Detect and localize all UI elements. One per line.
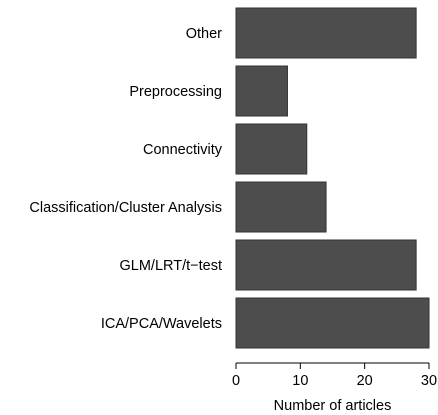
category-label: Connectivity bbox=[143, 142, 223, 158]
category-label: Other bbox=[186, 26, 222, 42]
category-label: GLM/LRT/t−test bbox=[120, 258, 222, 274]
category-label: Preprocessing bbox=[129, 84, 222, 100]
x-tick-label: 30 bbox=[421, 373, 437, 389]
category-label: ICA/PCA/Wavelets bbox=[101, 316, 222, 332]
category-labels: Other Preprocessing Connectivity Classifica… bbox=[29, 26, 222, 332]
bar bbox=[235, 297, 430, 349]
bar bbox=[235, 239, 417, 291]
x-tick-label: 20 bbox=[357, 373, 373, 389]
bar bbox=[235, 181, 327, 233]
bars-group bbox=[235, 7, 430, 349]
category-label: Classification/Cluster Analysis bbox=[29, 200, 222, 216]
bar bbox=[235, 65, 288, 117]
bar bbox=[235, 7, 417, 59]
bar bbox=[235, 123, 308, 175]
x-tick-label: 0 bbox=[232, 373, 240, 389]
x-tick-label: 10 bbox=[292, 373, 308, 389]
x-axis: 0 10 20 30 bbox=[232, 362, 437, 389]
x-axis-title: Number of articles bbox=[274, 398, 392, 414]
